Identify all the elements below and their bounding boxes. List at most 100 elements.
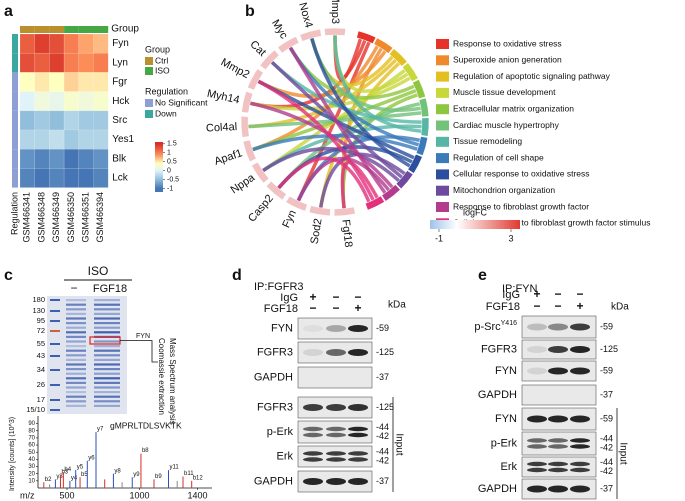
band [326, 478, 346, 485]
peak-label: y8 [114, 468, 121, 474]
band [348, 325, 368, 332]
blot [521, 431, 597, 456]
heatmap-cell [49, 168, 65, 188]
gel-band [66, 372, 86, 375]
gel-band [94, 400, 120, 403]
chord [277, 156, 371, 203]
band [326, 325, 346, 332]
band [348, 457, 368, 462]
legend-swatch [436, 136, 449, 147]
heatmap-cell [78, 110, 94, 131]
gene-label: Lyn [112, 57, 128, 68]
band [348, 426, 368, 432]
gel-band [94, 312, 120, 315]
regulation-axis-label: Regulation [9, 192, 19, 235]
y-tick-label: 50 [28, 450, 35, 456]
gel-band [66, 404, 86, 407]
band [303, 349, 323, 356]
ladder-label: 17 [37, 395, 45, 404]
chord [288, 46, 387, 195]
condition-sign: − [554, 299, 561, 313]
gel-band [94, 340, 120, 343]
blot [297, 317, 373, 340]
chord [340, 160, 379, 209]
mw-label: -44 [600, 457, 613, 467]
y-tick-label: 70 [28, 435, 35, 441]
gene-arc [333, 206, 356, 217]
mw-label: -44 [600, 433, 613, 443]
mw-label: -37 [376, 372, 389, 382]
band [348, 404, 368, 411]
gel-band [94, 391, 120, 394]
gene-arc [251, 161, 270, 184]
band [570, 444, 590, 449]
legend-swatch [436, 55, 449, 66]
heatmap-cell [49, 91, 65, 112]
connector [120, 340, 158, 363]
ladder-band [50, 299, 60, 301]
heatmap-cell [63, 168, 80, 188]
band [548, 346, 568, 353]
group-cell [20, 26, 35, 33]
term-arc [389, 48, 408, 67]
blot-name: FYN [495, 413, 517, 425]
ladder-label: 130 [32, 306, 45, 315]
blot-name: p-Erk [267, 426, 294, 438]
gel-band [66, 317, 86, 320]
band [303, 404, 323, 411]
blot-name: GAPDH [478, 389, 517, 401]
legend-swatch [436, 87, 449, 98]
legend-swatch [436, 169, 449, 180]
band-label: FYN [136, 333, 150, 340]
ladder-band [50, 343, 60, 345]
legend-label: Mitochondrion organization [453, 185, 555, 195]
blot-name: GAPDH [254, 371, 293, 383]
gel-band [94, 377, 120, 380]
gel-band [94, 345, 120, 348]
peak-label: y5 [77, 465, 84, 471]
group-cell [34, 26, 50, 33]
blot-label: p-Erk [491, 437, 518, 449]
condition-label: FGF18 [486, 301, 520, 313]
ladder-label: 72 [37, 326, 45, 335]
peak-label: y7 [97, 427, 104, 433]
legend-swatch [145, 67, 153, 75]
gel-band [66, 358, 86, 361]
panel-label: b [245, 3, 255, 20]
ladder-label: 26 [37, 380, 45, 389]
sample-label: GSM466349 [51, 192, 61, 243]
condition-sign: + [354, 301, 361, 315]
peak-label: b2 [45, 477, 52, 483]
mw-label: -37 [600, 389, 613, 399]
peak-label: y11 [170, 465, 180, 471]
mw-label: -125 [376, 347, 394, 357]
sample-label: GSM466351 [81, 192, 91, 243]
peak-label: y6 [88, 455, 95, 461]
blot-name: GAPDH [478, 483, 517, 495]
regulation-cell [12, 53, 18, 73]
gel-band [94, 326, 120, 329]
ladder-label: 180 [32, 295, 45, 304]
gel-band [66, 381, 86, 384]
heatmap-cell [93, 110, 109, 131]
legend-swatch [436, 185, 449, 196]
peak-label: y4 [71, 475, 78, 481]
band [348, 349, 368, 356]
gel-band [66, 354, 86, 357]
gene-label: Fgr [112, 77, 128, 88]
group-cell [49, 26, 65, 33]
heatmap-cell [93, 72, 109, 92]
band [326, 404, 346, 411]
mw-label: -59 [600, 321, 613, 331]
blot-label: GAPDH [478, 483, 517, 495]
blot-name: Erk [277, 450, 294, 462]
legend-swatch [436, 202, 449, 212]
regulation-cell [12, 34, 18, 54]
heatmap-cell [19, 72, 35, 92]
heatmap-cell [63, 33, 80, 54]
legend-swatch [436, 71, 449, 82]
heatmap-cell [34, 168, 50, 188]
term-arc [356, 30, 377, 44]
sample-label: GSM466350 [66, 192, 76, 243]
gene-label: Nox4 [296, 1, 314, 29]
